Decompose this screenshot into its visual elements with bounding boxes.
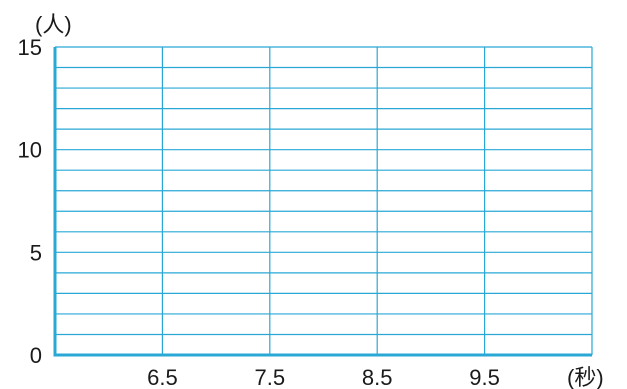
x-tick-label: 6.5: [147, 365, 178, 389]
x-tick-label: 9.5: [469, 365, 500, 389]
axes: [53, 47, 592, 357]
y-axis-label: (人): [35, 12, 72, 37]
y-tick-label: 15: [18, 35, 42, 60]
grid-lines: [55, 46, 593, 355]
x-axis-label: (秒): [567, 365, 604, 389]
y-tick-label: 10: [18, 138, 42, 163]
x-tick-label: 7.5: [255, 365, 286, 389]
y-tick-label: 0: [30, 343, 42, 368]
tick-labels: 0 5 10 15 6.5 7.5 8.5 9.5: [18, 35, 500, 389]
x-tick-label: 8.5: [362, 365, 393, 389]
y-tick-label: 5: [30, 240, 42, 265]
